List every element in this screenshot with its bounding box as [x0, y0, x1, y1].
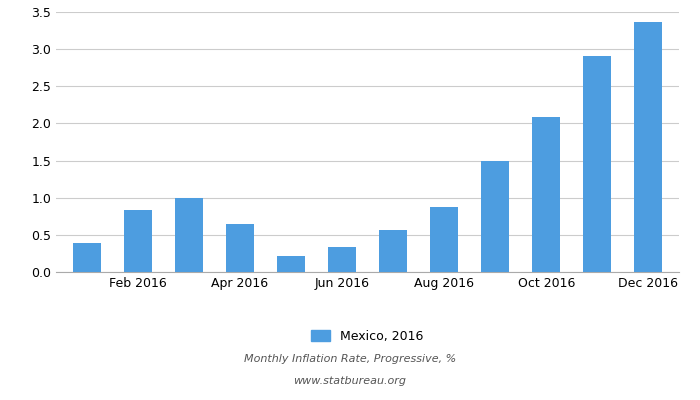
Bar [583, 56, 611, 272]
Bar [328, 248, 356, 272]
Text: www.statbureau.org: www.statbureau.org [293, 376, 407, 386]
Legend: Mexico, 2016: Mexico, 2016 [307, 325, 428, 348]
Bar [73, 243, 101, 272]
Bar [277, 256, 305, 272]
Bar [124, 210, 152, 272]
Text: Monthly Inflation Rate, Progressive, %: Monthly Inflation Rate, Progressive, % [244, 354, 456, 364]
Bar [379, 230, 407, 272]
Bar [634, 22, 662, 272]
Bar [226, 224, 254, 272]
Bar [481, 161, 509, 272]
Bar [430, 207, 458, 272]
Bar [175, 198, 203, 272]
Bar [532, 117, 560, 272]
